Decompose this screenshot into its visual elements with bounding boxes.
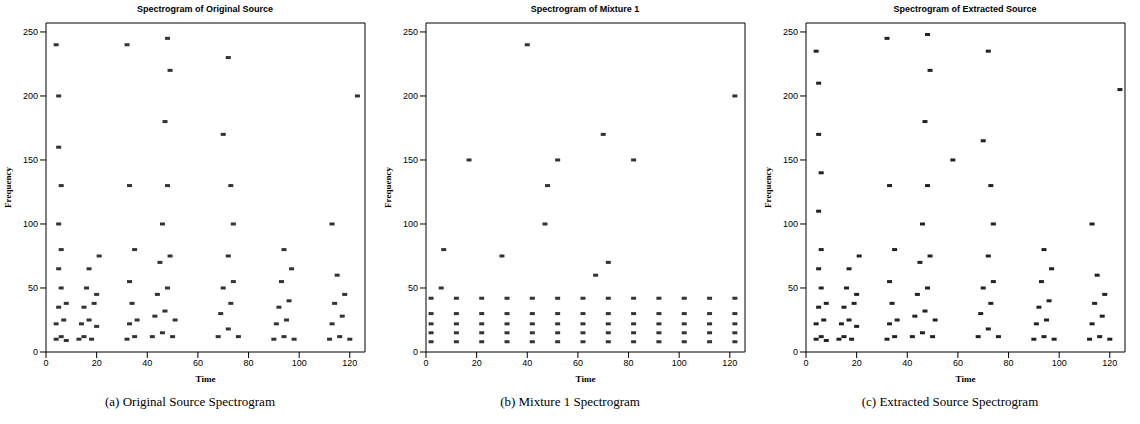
svg-text:120: 120 xyxy=(342,358,357,368)
svg-text:200: 200 xyxy=(783,91,798,101)
svg-text:20: 20 xyxy=(852,358,862,368)
html-text:Spectrogram of Extracted Sourc: Spectrogram of Extracted Source xyxy=(893,4,1037,14)
svg-text:0: 0 xyxy=(413,347,418,357)
svg-text:40: 40 xyxy=(142,358,152,368)
svg-text:100: 100 xyxy=(1052,358,1067,368)
svg-text:Time: Time xyxy=(196,374,216,384)
svg-text:100: 100 xyxy=(783,219,798,229)
svg-text:60: 60 xyxy=(573,358,583,368)
svg-text:150: 150 xyxy=(23,155,38,165)
svg-text:100: 100 xyxy=(292,358,307,368)
svg-text:60: 60 xyxy=(193,358,203,368)
svg-text:100: 100 xyxy=(23,219,38,229)
html-text:(b) Mixture 1 Spectrogram: (b) Mixture 1 Spectrogram xyxy=(500,394,640,409)
svg-text:Time: Time xyxy=(956,374,976,384)
svg-text:250: 250 xyxy=(783,27,798,37)
svg-text:80: 80 xyxy=(244,358,254,368)
svg-text:40: 40 xyxy=(522,358,532,368)
svg-text:250: 250 xyxy=(23,27,38,37)
svg-text:40: 40 xyxy=(902,358,912,368)
svg-text:150: 150 xyxy=(783,155,798,165)
svg-text:50: 50 xyxy=(28,283,38,293)
svg-text:Frequency: Frequency xyxy=(3,167,13,208)
svg-text:Frequency: Frequency xyxy=(763,167,773,208)
svg-text:Time: Time xyxy=(576,374,596,384)
svg-text:0: 0 xyxy=(43,358,48,368)
svg-text:0: 0 xyxy=(793,347,798,357)
svg-text:250: 250 xyxy=(403,27,418,37)
svg-text:0: 0 xyxy=(423,358,428,368)
svg-text:0: 0 xyxy=(33,347,38,357)
html-text:(a) Original Source Spectrogra: (a) Original Source Spectrogram xyxy=(105,394,275,409)
html-text:(c) Extracted Source Spectrogr: (c) Extracted Source Spectrogram xyxy=(861,394,1039,409)
svg-text:50: 50 xyxy=(408,283,418,293)
html-text:Spectrogram of Original Source: Spectrogram of Original Source xyxy=(137,4,273,14)
svg-text:150: 150 xyxy=(403,155,418,165)
svg-text:120: 120 xyxy=(722,358,737,368)
svg-text:0: 0 xyxy=(803,358,808,368)
svg-text:100: 100 xyxy=(403,219,418,229)
svg-text:20: 20 xyxy=(472,358,482,368)
svg-text:60: 60 xyxy=(953,358,963,368)
svg-text:120: 120 xyxy=(1102,358,1117,368)
svg-text:100: 100 xyxy=(672,358,687,368)
svg-text:20: 20 xyxy=(92,358,102,368)
svg-text:200: 200 xyxy=(23,91,38,101)
svg-text:200: 200 xyxy=(403,91,418,101)
svg-text:80: 80 xyxy=(1004,358,1014,368)
html-text:Spectrogram of Mixture 1: Spectrogram of Mixture 1 xyxy=(530,4,640,14)
svg-text:Frequency: Frequency xyxy=(383,167,393,208)
svg-text:50: 50 xyxy=(788,283,798,293)
svg-text:80: 80 xyxy=(624,358,634,368)
